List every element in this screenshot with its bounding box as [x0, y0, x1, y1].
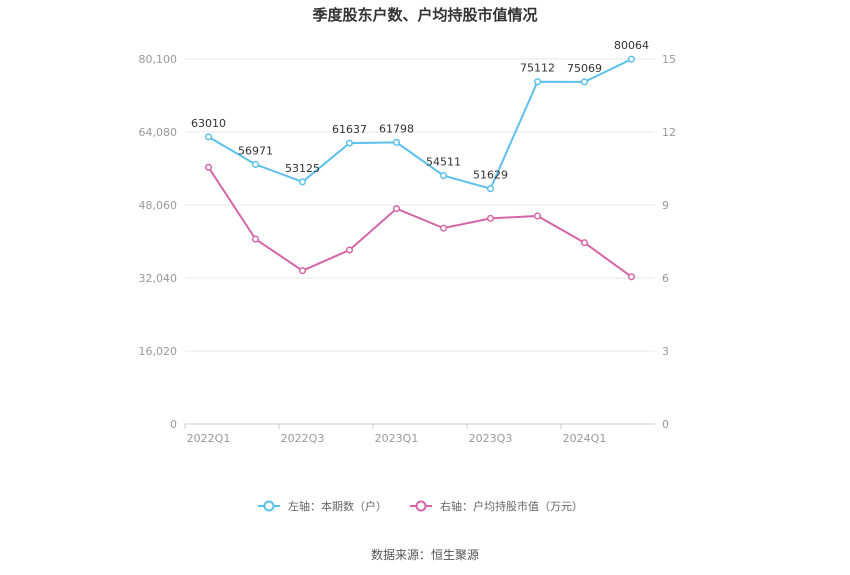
data-point — [533, 212, 542, 220]
data-point — [533, 78, 542, 86]
right-tick-label: 12 — [662, 126, 676, 139]
data-point — [204, 163, 213, 171]
data-label: 63010 — [191, 117, 226, 130]
legend-label-right: 右轴：户均持股市值（万元） — [440, 499, 583, 513]
right-tick-label: 0 — [662, 418, 669, 431]
data-point — [298, 178, 307, 186]
data-point — [392, 138, 401, 146]
x-tick-label: 2022Q1 — [187, 432, 231, 445]
data-point — [204, 133, 213, 141]
x-tick-label: 2022Q3 — [281, 432, 325, 445]
data-label: 80064 — [614, 39, 649, 52]
data-label: 75069 — [567, 62, 602, 75]
data-point — [345, 139, 354, 147]
data-point — [439, 224, 448, 232]
left-tick-label: 64,080 — [139, 126, 178, 139]
right-axis: 0 3 6 9 12 15 — [662, 53, 676, 431]
data-label: 54511 — [426, 156, 461, 169]
data-point — [627, 273, 636, 281]
data-label: 61637 — [332, 123, 367, 136]
legend-label-left: 左轴：本期数（户） — [288, 499, 387, 513]
right-tick-label: 3 — [662, 345, 669, 358]
left-tick-label: 80,100 — [139, 53, 178, 66]
x-axis: 2022Q1 2022Q3 2023Q1 2023Q3 2024Q1 — [184, 423, 655, 445]
legend[interactable]: 左轴：本期数（户） 右轴：户均持股市值（万元） — [258, 499, 583, 513]
data-point — [627, 55, 636, 63]
source-note: 数据来源：恒生聚源 — [371, 547, 479, 562]
x-tick-label: 2023Q3 — [469, 432, 513, 445]
right-tick-label: 9 — [662, 199, 669, 212]
series-market-value — [204, 163, 636, 281]
series-holders: 63010 56971 53125 61637 61798 54511 51629 75112… — [191, 39, 649, 193]
chart-title: 季度股东户数、户均持股市值情况 — [312, 6, 537, 24]
legend-item-right[interactable]: 右轴：户均持股市值（万元） — [410, 499, 583, 513]
legend-item-left[interactable]: 左轴：本期数（户） — [258, 499, 387, 513]
left-tick-label: 0 — [170, 418, 177, 431]
data-label: 53125 — [285, 162, 320, 175]
data-point — [251, 160, 260, 168]
data-point — [298, 267, 307, 275]
data-label: 61798 — [379, 122, 414, 135]
data-point — [439, 172, 448, 180]
data-point — [251, 235, 260, 243]
right-tick-label: 6 — [662, 272, 669, 285]
data-label: 75112 — [520, 62, 555, 75]
left-tick-label: 16,020 — [139, 345, 178, 358]
series-line — [207, 58, 632, 190]
data-point — [486, 214, 495, 222]
right-tick-label: 15 — [662, 53, 676, 66]
data-point — [580, 78, 589, 86]
data-label: 56971 — [238, 144, 273, 157]
data-point — [392, 205, 401, 213]
grid-lines — [185, 58, 655, 352]
x-tick-label: 2024Q1 — [563, 432, 607, 445]
left-tick-label: 32,040 — [139, 272, 178, 285]
x-tick-label: 2023Q1 — [375, 432, 419, 445]
data-point — [580, 239, 589, 247]
data-point — [345, 246, 354, 254]
series-line — [207, 166, 633, 278]
left-axis: 0 16,020 32,040 48,060 64,080 80,100 — [139, 53, 178, 431]
data-point — [486, 185, 495, 193]
data-label: 51629 — [473, 169, 508, 182]
left-tick-label: 48,060 — [139, 199, 178, 212]
